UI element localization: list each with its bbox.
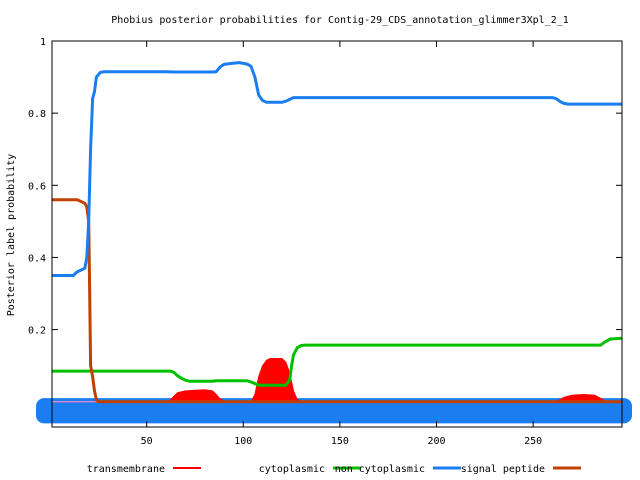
- series-non-cytoplasmic-line: [52, 336, 623, 387]
- plot-area: [36, 61, 632, 424]
- series-signal-peptide-line: [52, 198, 622, 404]
- y-tick-label: 0.8: [28, 109, 46, 120]
- chart-title: Phobius posterior probabilities for Cont…: [111, 15, 569, 26]
- x-tick-label: 150: [331, 436, 349, 447]
- y-tick-label: 0.6: [28, 181, 46, 192]
- x-tick-label: 50: [141, 436, 153, 447]
- legend-label-non-cytoplasmic: non cytoplasmic: [335, 464, 425, 475]
- y-tick-label: 0.4: [28, 253, 46, 264]
- x-tick-label: 100: [234, 436, 252, 447]
- plot-frame: [51, 40, 623, 428]
- legend-label-cytoplasmic: cytoplasmic: [259, 464, 325, 475]
- y-axis-label: Posterior label probability: [6, 154, 17, 317]
- y-tick-label: 0.2: [28, 326, 46, 337]
- legend-label-transmembrane: transmembrane: [87, 464, 165, 475]
- x-tick-label: 250: [524, 436, 542, 447]
- y-tick-label: 1: [40, 37, 46, 48]
- series-transmembrane-area: [52, 358, 622, 403]
- axes: 50 100 150 200 250 0.2 0.4 0.6 0.8 1: [28, 37, 623, 447]
- legend-label-signal-peptide: signal peptide: [461, 464, 545, 475]
- baseline-band: [36, 398, 632, 424]
- x-tick-label: 200: [427, 436, 445, 447]
- legend: transmembrane cytoplasmic non cytoplasmic s…: [87, 464, 581, 475]
- series-unlabeled-line: [52, 61, 622, 277]
